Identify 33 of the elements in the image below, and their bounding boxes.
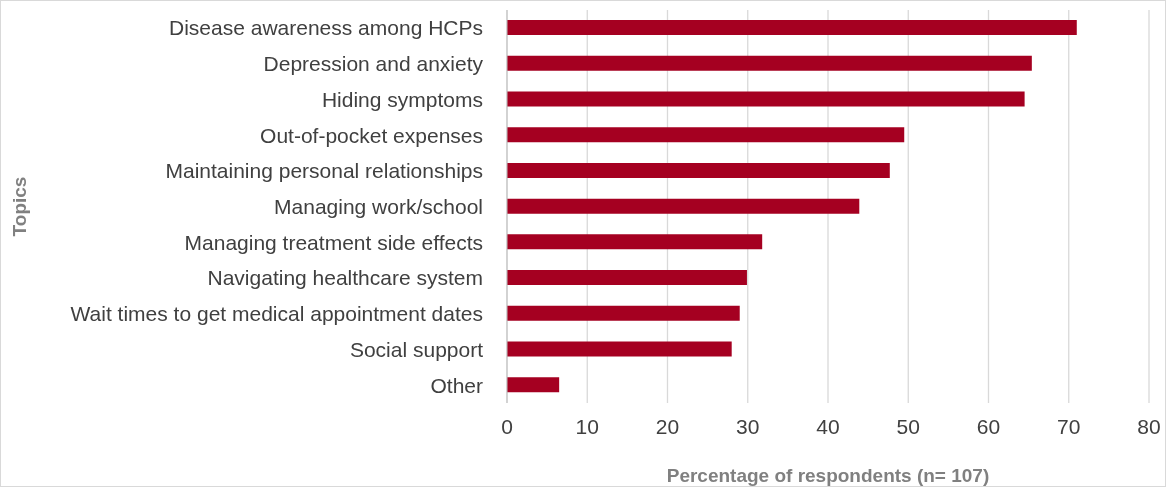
bar xyxy=(507,198,860,214)
y-tick-label: Social support xyxy=(349,337,484,361)
x-tick-label: 40 xyxy=(816,414,840,438)
y-tick-label: Other xyxy=(430,373,483,397)
x-tick-label: 70 xyxy=(1057,414,1081,438)
bar xyxy=(507,234,763,250)
bar xyxy=(507,341,732,357)
x-tick-label: 30 xyxy=(736,414,760,438)
y-tick-label: Depression and anxiety xyxy=(263,52,484,76)
x-axis-title: Percentage of respondents (n= 107) xyxy=(666,465,990,486)
bar xyxy=(507,162,890,178)
y-tick-label: Disease awareness among HCPs xyxy=(169,16,483,40)
x-tick-label: 20 xyxy=(655,414,680,438)
bar xyxy=(507,20,1077,35)
x-tick-label: 80 xyxy=(1137,414,1161,438)
y-tick-label: Navigating healthcare system xyxy=(207,266,483,290)
x-tick-label: 10 xyxy=(575,414,599,438)
bar xyxy=(507,305,740,321)
x-tick-label: 50 xyxy=(896,414,920,438)
y-tick-label: Managing work/school xyxy=(274,194,483,218)
y-tick-label: Maintaining personal relationships xyxy=(165,159,483,183)
x-tick-label: 60 xyxy=(976,414,1001,438)
x-tick-label: 0 xyxy=(501,414,513,438)
y-tick-label: Wait times to get medical appointment dates xyxy=(70,302,483,326)
y-axis-title: Topics xyxy=(8,176,30,237)
y-tick-label: Out-of-pocket expenses xyxy=(260,123,483,147)
bar xyxy=(507,377,560,393)
bar xyxy=(507,55,1032,71)
bar xyxy=(507,91,1025,107)
y-tick-label: Hiding symptoms xyxy=(321,87,483,111)
bar xyxy=(507,127,905,143)
y-tick-label: Managing treatment side effects xyxy=(184,230,483,254)
bar xyxy=(507,270,747,286)
